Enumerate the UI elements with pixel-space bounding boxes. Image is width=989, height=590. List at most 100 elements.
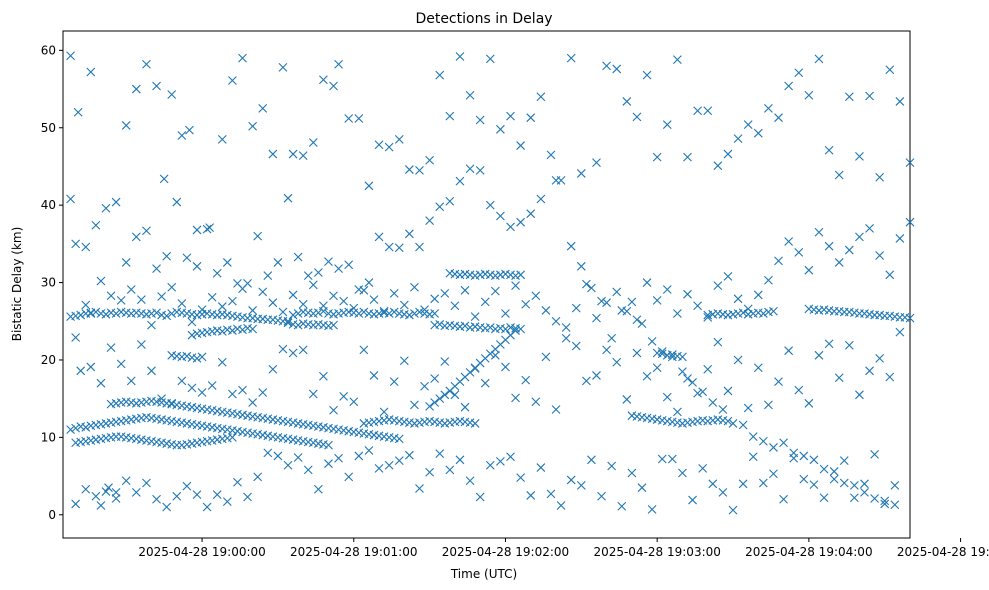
detection-marker: [849, 493, 859, 503]
detection-marker: [723, 386, 733, 396]
detection-marker: [880, 496, 890, 506]
detection-marker: [839, 478, 849, 488]
detection-marker: [152, 264, 161, 274]
detection-marker: [784, 81, 794, 91]
detection-marker: [197, 305, 207, 315]
detection-marker: [622, 395, 632, 404]
detection-marker: [622, 97, 632, 106]
detection-marker: [774, 256, 783, 266]
detection-marker: [430, 309, 440, 318]
detection-marker: [283, 316, 293, 326]
detection-marker: [334, 59, 343, 69]
detection-marker: [657, 347, 667, 356]
detection-marker: [632, 348, 642, 358]
detection-marker: [96, 276, 106, 286]
detection-marker: [217, 326, 227, 336]
detection-marker: [131, 232, 141, 242]
y-tick-label: 30: [41, 276, 56, 290]
data-markers: [66, 51, 915, 515]
detection-marker: [334, 264, 343, 274]
detection-marker: [445, 465, 455, 475]
x-tick-label: 2025-04-28 19:01:00: [290, 545, 417, 559]
detection-marker: [384, 242, 394, 252]
detection-marker: [313, 268, 323, 277]
detection-marker: [506, 452, 515, 462]
detection-marker: [162, 502, 172, 512]
detection-marker: [152, 308, 161, 318]
detection-marker: [470, 419, 480, 428]
x-tick-label: 2025-04-28 19:00:00: [138, 545, 265, 559]
detection-marker: [182, 481, 192, 491]
detection-marker: [748, 452, 758, 462]
detection-marker: [516, 217, 526, 227]
detection-marker: [743, 403, 753, 413]
detection-marker: [592, 371, 601, 380]
detection-marker: [96, 501, 106, 510]
detection-marker: [758, 309, 768, 318]
detection-marker: [784, 346, 794, 356]
detection-marker: [187, 383, 197, 393]
detection-marker: [425, 402, 435, 411]
y-axis: 0 10 20 30 40 50 60: [41, 43, 63, 522]
detection-marker: [571, 303, 581, 313]
detection-marker: [106, 343, 116, 352]
detection-marker: [657, 454, 667, 464]
detection-marker: [642, 371, 652, 381]
detection-marker: [233, 477, 242, 487]
detection-marker: [511, 281, 520, 291]
detection-marker: [425, 467, 435, 477]
detection-marker: [126, 376, 136, 386]
detection-marker: [880, 499, 890, 509]
detection-marker: [895, 327, 905, 337]
detection-marker: [794, 247, 804, 257]
detection-marker: [192, 225, 202, 235]
detection-marker: [339, 296, 349, 306]
detection-marker: [541, 306, 551, 315]
detection-marker: [662, 120, 672, 130]
detection-marker: [268, 149, 278, 159]
detection-marker: [167, 90, 177, 99]
detection-marker: [177, 131, 187, 140]
detection-marker: [131, 84, 141, 94]
detection-marker: [844, 340, 854, 350]
detection-marker: [556, 176, 566, 185]
chart-title: Detections in Delay: [415, 11, 552, 27]
detection-marker: [404, 165, 414, 174]
detection-marker: [384, 460, 394, 470]
detection-marker: [116, 295, 126, 305]
detection-marker: [728, 505, 738, 515]
detection-marker: [238, 284, 247, 294]
detection-marker: [718, 487, 728, 497]
detection-marker: [359, 307, 369, 317]
detection-marker: [308, 138, 318, 147]
detection-marker: [157, 394, 166, 404]
detection-marker: [501, 324, 510, 334]
detection-marker: [708, 398, 718, 407]
detection-marker: [890, 480, 900, 490]
detection-marker: [587, 283, 596, 293]
detection-marker: [399, 300, 409, 310]
detection-marker: [460, 402, 470, 412]
detection-marker: [430, 374, 440, 383]
detection-marker: [622, 306, 632, 316]
detection-marker: [738, 308, 748, 318]
detection-marker: [162, 311, 172, 321]
detection-marker: [71, 423, 81, 433]
detection-marker: [465, 90, 475, 100]
detection-marker: [71, 333, 81, 342]
y-tick-label: 40: [41, 198, 56, 212]
detection-marker: [475, 115, 485, 125]
y-axis-label: Bistatic Delay (km): [10, 227, 24, 342]
detection-marker: [308, 280, 318, 290]
detection-marker: [642, 278, 652, 287]
detection-marker: [753, 363, 763, 373]
detection-marker: [511, 393, 520, 403]
detection-marker: [693, 106, 703, 116]
detection-marker: [485, 54, 495, 64]
detection-marker: [460, 321, 470, 331]
detection-marker: [546, 489, 556, 499]
x-tick-label: 2025-04-28 19:03:00: [593, 545, 720, 559]
detection-marker: [319, 75, 328, 85]
detection-marker: [91, 491, 101, 501]
detection-marker: [713, 161, 723, 171]
